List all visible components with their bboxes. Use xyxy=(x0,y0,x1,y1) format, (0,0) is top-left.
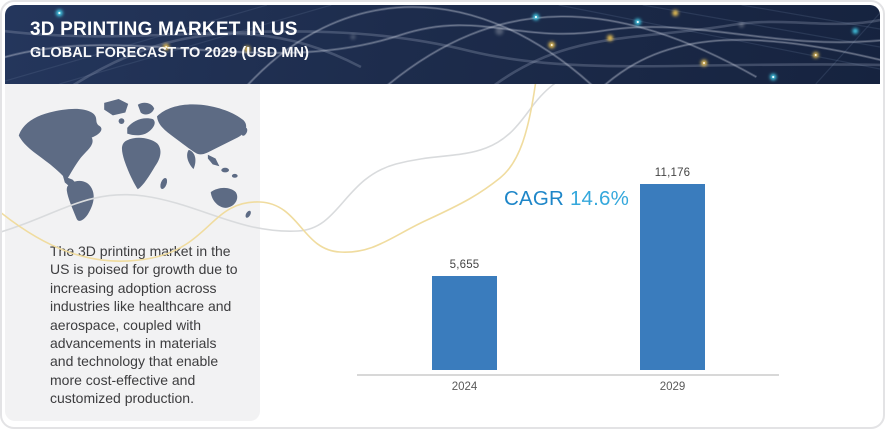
header-text-block: 3D PRINTING MARKET IN US GLOBAL FORECAST… xyxy=(30,18,309,61)
glow-dots-gold xyxy=(162,10,819,67)
network-lines-decoration xyxy=(5,5,880,84)
bar-2029 xyxy=(640,183,705,370)
x-tick-2029: 2029 xyxy=(659,381,686,393)
bar-value-label-2029: 11,176 xyxy=(654,166,691,179)
bar-2024 xyxy=(432,275,497,370)
cagr-annotation: CAGR 14.6% xyxy=(504,187,629,211)
header-banner: 3D PRINTING MARKET IN US GLOBAL FORECAST… xyxy=(5,5,880,84)
x-axis-line xyxy=(357,373,779,376)
page-subtitle: GLOBAL FORECAST TO 2029 (USD MN) xyxy=(30,44,309,61)
glow-dots-cyan xyxy=(56,9,859,81)
page-title: 3D PRINTING MARKET IN US xyxy=(30,19,298,40)
cagr-value: 14.6% xyxy=(569,187,630,210)
x-tick-2024: 2024 xyxy=(451,381,478,393)
bar-group-2029: 11,176 xyxy=(640,167,705,370)
bar-group-2024: 5,655 xyxy=(432,259,497,370)
cagr-label: CAGR xyxy=(504,187,565,210)
market-description: The 3D printing market in the US is pois… xyxy=(50,243,238,407)
bar-value-label-2024: 5,655 xyxy=(449,258,480,271)
